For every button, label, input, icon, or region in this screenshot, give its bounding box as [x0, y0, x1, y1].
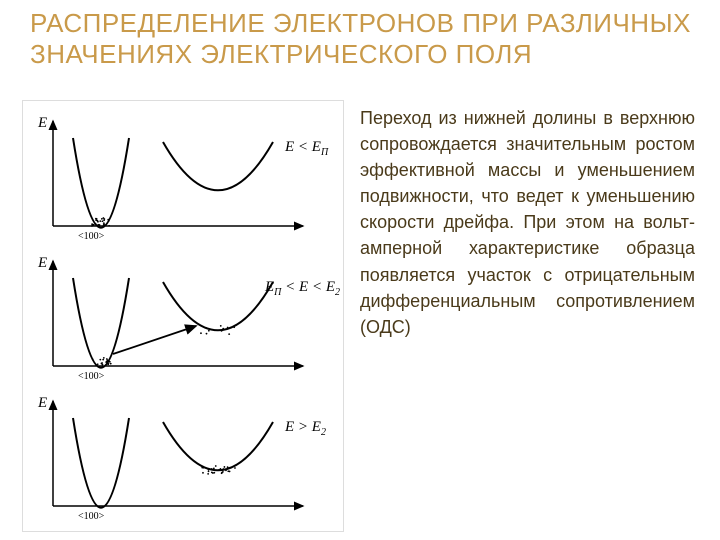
- condition-label: E > E2: [284, 419, 326, 438]
- electron-dots: [201, 465, 236, 475]
- transition-arrow: [113, 326, 196, 354]
- condition-label: EП < E < E2: [264, 279, 340, 298]
- panel-2: E <100> EП < E < E2: [37, 255, 340, 382]
- body-paragraph: Переход из нижней долины в верхнюю сопро…: [360, 105, 695, 340]
- right-valley: [163, 422, 273, 470]
- left-valley: [73, 418, 129, 508]
- left-valley: [73, 138, 129, 228]
- slide: РАСПРЕДЕЛЕНИЕ ЭЛЕКТРОНОВ ПРИ РАЗЛИЧНЫХ З…: [0, 0, 720, 540]
- panel-3: E <100> E > E2: [37, 395, 326, 522]
- direction-label: <100>: [78, 371, 105, 382]
- axis-label-e: E: [37, 115, 47, 131]
- left-valley: [73, 278, 129, 368]
- direction-label: <100>: [78, 231, 105, 242]
- direction-label: <100>: [78, 511, 105, 522]
- axis-label-e: E: [37, 395, 47, 411]
- axis-label-e: E: [37, 255, 47, 271]
- slide-title: РАСПРЕДЕЛЕНИЕ ЭЛЕКТРОНОВ ПРИ РАЗЛИЧНЫХ З…: [30, 8, 700, 70]
- valley-diagram-svg: E <100> E < EП E <100> EП < E < E2 E <100> E > E…: [23, 101, 343, 531]
- electron-dots: [92, 325, 235, 366]
- condition-label: E < EП: [284, 139, 329, 158]
- right-valley: [163, 142, 273, 190]
- panel-1: E <100> E < EП: [37, 115, 329, 242]
- right-valley: [163, 282, 273, 330]
- valley-diagram: E <100> E < EП E <100> EП < E < E2 E <100> E > E…: [22, 100, 344, 532]
